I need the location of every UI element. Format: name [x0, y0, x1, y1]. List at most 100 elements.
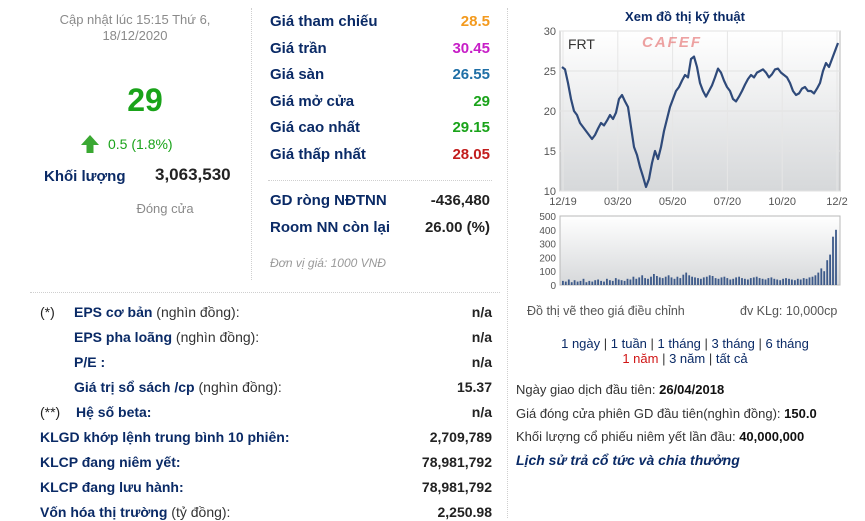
range-option[interactable]: 1 tháng [657, 336, 701, 351]
current-price: 29 [127, 82, 163, 118]
price-label: Giá sàn [270, 66, 325, 83]
fundamental-value: n/a [471, 354, 492, 370]
volume-bar [658, 277, 661, 285]
foreign-label: Room NN còn lại [270, 219, 391, 236]
technical-chart[interactable]: 10 15 20 25 30 12/19 03/20 05/20 07/20 10/20 12/2 F… [520, 26, 850, 301]
listing-value: 40,000,000 [739, 429, 805, 444]
listing-row: Ngày giao dịch đầu tiên: 26/04/2018 [516, 382, 724, 397]
volume-bar [570, 282, 573, 285]
volume-bar [755, 276, 758, 285]
volume-bar [788, 278, 790, 285]
volume-bar [632, 276, 635, 285]
volume-bar [670, 277, 673, 285]
range-line: 1 ngày | 1 tuần | 1 tháng | 3 tháng | 6 … [561, 336, 809, 351]
y-tick-label: 30 [544, 26, 556, 38]
close-label: Đóng cửa [136, 201, 194, 216]
volume-bar [585, 282, 588, 285]
price-label: Giá thấp nhất [270, 145, 366, 163]
range-option[interactable]: tất cả [715, 351, 748, 366]
fundamental-row: (**) Hệ số beta: n/a [40, 404, 492, 426]
range-option[interactable]: 3 tháng [711, 336, 755, 351]
price-value: 30.45 [452, 39, 490, 57]
volume-bar [747, 279, 749, 285]
volume-bar [705, 276, 708, 285]
volume-bar [782, 278, 784, 285]
volume-bar [576, 281, 579, 285]
range-option[interactable]: 3 năm [669, 351, 706, 366]
range-option[interactable]: 1 năm [622, 351, 659, 366]
range-option[interactable]: 1 ngày [561, 336, 601, 351]
vol-tick-label: 200 [539, 253, 556, 264]
cafef-watermark: CAFEF [642, 34, 702, 51]
fundamental-row: (*) EPS cơ bản (nghìn đồng): n/a [40, 304, 492, 326]
fundamental-prefix: (**) [40, 404, 61, 420]
fundamental-value: 78,981,792 [421, 454, 492, 470]
volume-bar [791, 279, 793, 285]
listing-value: 150.0 [784, 405, 817, 421]
volume-bar [741, 278, 743, 285]
volume-bar [767, 278, 770, 285]
listing-label: Giá đóng cửa phiên GD đầu tiên(nghìn đồn… [516, 405, 785, 421]
range-option[interactable]: 6 tháng [765, 336, 809, 351]
volume-bar [823, 271, 826, 285]
price-label: Giá mở cửa [270, 92, 355, 110]
fundamental-value: n/a [471, 404, 492, 420]
volume-bar [732, 278, 735, 285]
volume-bar [717, 278, 720, 285]
volume-bar [679, 278, 682, 285]
vol-tick-label: 0 [550, 281, 556, 292]
chart-title[interactable]: Xem đồ thị kỹ thuật [625, 9, 745, 24]
volume-bar [588, 280, 591, 285]
volume-bar [811, 276, 814, 285]
volume-bar [600, 280, 602, 285]
volume-bar [623, 280, 626, 285]
volume-bar [644, 278, 646, 285]
volume-bar [594, 280, 597, 285]
vol-tick-label: 400 [539, 226, 556, 237]
fundamental-value: 2,709,789 [429, 429, 492, 445]
fundamental-label: P/E : [74, 354, 106, 370]
y-tick-label: 10 [544, 186, 556, 198]
price-value: 28.05 [452, 145, 490, 163]
volume-bar [620, 280, 623, 285]
fundamental-value: 15.37 [456, 379, 492, 395]
volume-bar [685, 272, 688, 285]
price-value: 26.55 [452, 66, 490, 83]
fundamental-row: KLGD khớp lệnh trung bình 10 phiên: 2,709… [40, 429, 492, 451]
volume-bar [597, 279, 599, 285]
fundamental-label: EPS pha loãng (nghìn đồng): [74, 329, 260, 345]
volume-bar [729, 279, 732, 285]
price-change-value: 0.5 (1.8%) [108, 136, 173, 152]
fundamental-label: Vốn hóa thị trường (tỷ đồng): [40, 504, 231, 520]
volume-bar [641, 275, 644, 285]
volume-bar [564, 281, 567, 285]
volume-bar [567, 279, 570, 285]
volume-bar [726, 278, 729, 285]
listing-row: Giá đóng cửa phiên GD đầu tiên(nghìn đồn… [516, 406, 817, 421]
listing-label: Khối lượng cổ phiếu niêm yết lần đầu: [516, 429, 740, 444]
volume-bar [606, 278, 608, 285]
dividend-history-link[interactable]: Lịch sử trả cổ tức và chia thưởng [516, 452, 740, 468]
listing-value: 26/04/2018 [659, 382, 725, 397]
chart-symbol: FRT [568, 36, 595, 52]
range-option[interactable]: 1 tuần [610, 336, 647, 351]
y-tick-label: 20 [544, 106, 556, 118]
y-tick-label: 25 [544, 66, 556, 78]
range-selector: 1 ngày | 1 tuần | 1 tháng | 3 tháng | 6 … [520, 336, 850, 366]
fundamental-value: n/a [471, 329, 492, 345]
foreign-value: 26.00 (%) [424, 219, 490, 236]
volume-bar [579, 280, 582, 285]
volume-bar [629, 279, 632, 285]
vol-tick-label: 300 [539, 240, 556, 251]
volume-bar [694, 277, 696, 285]
volume-bar [626, 278, 629, 285]
fundamental-label: Giá trị sổ sách /cp (nghìn đồng): [74, 379, 282, 395]
volume-bar [664, 276, 667, 285]
vol-tick-label: 500 [539, 212, 556, 223]
volume-bar [611, 280, 614, 285]
volume-value: 3,063,530 [155, 165, 231, 184]
x-tick-label: 12/19 [549, 196, 577, 208]
volume-bar [653, 274, 655, 285]
volume-bar [708, 275, 711, 285]
volume-bar [785, 278, 787, 285]
